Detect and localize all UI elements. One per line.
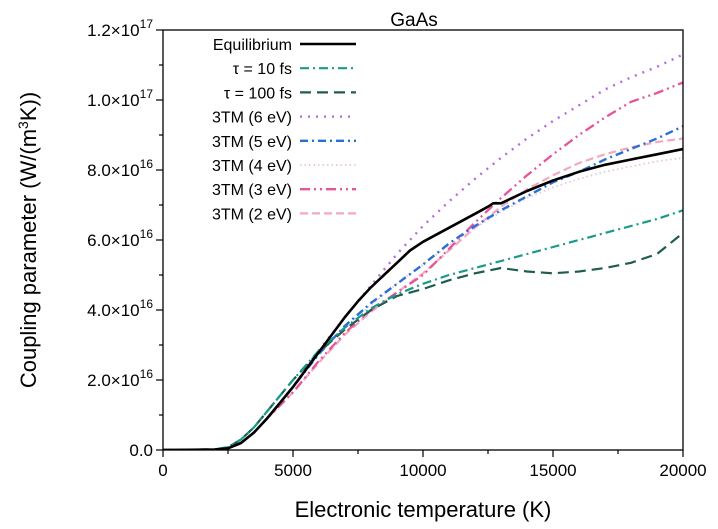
y-axis-title-sup: 3 <box>15 121 31 129</box>
y-tick-label: 0.0 <box>129 441 153 460</box>
y-axis-title-main: Coupling parameter (W/(m <box>16 129 41 388</box>
y-tick-label-mantissa: 8.0×10 <box>87 161 139 180</box>
series-line <box>163 125 683 450</box>
legend-label: 3TM (6 eV) <box>212 110 292 127</box>
y-tick-label-exponent: 16 <box>140 297 154 311</box>
y-tick-label-exponent: 16 <box>140 157 154 171</box>
y-tick-label-mantissa: 1.0×10 <box>87 91 139 110</box>
x-axis-title: Electronic temperature (K) <box>295 497 552 522</box>
x-tick-label: 5000 <box>274 461 312 480</box>
legend-label: Equilibrium <box>213 37 292 54</box>
legend-label: 3TM (5 eV) <box>212 134 292 151</box>
legend: Equilibrium τ = 10 fs τ = 100 fs 3TM (6 eV)… <box>212 37 356 223</box>
y-tick-label-exponent: 16 <box>140 227 154 241</box>
series-line <box>163 147 683 450</box>
legend-label: τ = 100 fs <box>224 85 292 102</box>
y-tick-label-mantissa: 2.0×10 <box>87 371 139 390</box>
y-tick-label-mantissa: 4.0×10 <box>87 301 139 320</box>
y-tick-label-mantissa: 6.0×10 <box>87 231 139 250</box>
series-line <box>163 156 683 450</box>
x-tick-label: 15000 <box>529 461 576 480</box>
y-tick-label: 1.0×1017 <box>87 87 153 110</box>
y-axis-title: Coupling parameter (W/(m3K)) <box>15 92 41 388</box>
x-axis: 0 5000 10000 15000 20000 <box>158 450 707 480</box>
y-tick-label: 8.0×1016 <box>87 157 153 180</box>
y-tick-label: 2.0×1016 <box>87 367 153 390</box>
y-axis: 0.02.0×10164.0×10166.0×10168.0×10161.0×1… <box>87 17 163 460</box>
series-layer <box>163 53 683 450</box>
y-axis-title-tail: K)) <box>16 92 41 121</box>
x-tick-label: 0 <box>158 461 167 480</box>
chart-title: GaAs <box>390 10 438 31</box>
x-tick-label: 10000 <box>399 461 446 480</box>
y-tick-label-exponent: 17 <box>140 17 154 31</box>
legend-label: τ = 10 fs <box>233 61 292 78</box>
x-tick-label: 20000 <box>659 461 706 480</box>
legend-label: 3TM (3 eV) <box>212 182 292 199</box>
y-tick-label: 1.2×1017 <box>87 17 153 40</box>
y-tick-label-exponent: 16 <box>140 367 154 381</box>
series-line <box>163 232 683 450</box>
y-tick-label-exponent: 17 <box>140 87 154 101</box>
legend-label: 3TM (4 eV) <box>212 158 292 175</box>
y-tick-label: 4.0×1016 <box>87 297 153 320</box>
y-tick-label: 6.0×1016 <box>87 227 153 250</box>
series-line <box>163 209 683 450</box>
y-tick-label-mantissa: 1.2×10 <box>87 21 139 40</box>
legend-label: 3TM (2 eV) <box>212 206 292 223</box>
